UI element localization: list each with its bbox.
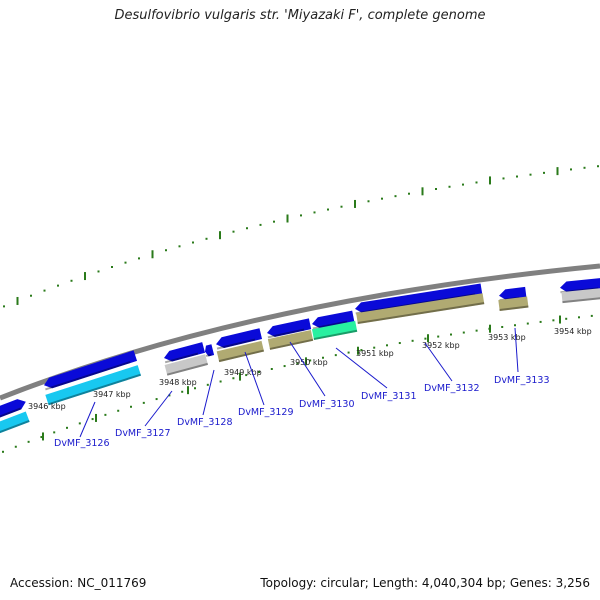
gene-arrow[interactable] [215,328,263,350]
cds-block[interactable] [0,411,30,435]
kbp-label: 3950 kbp [290,358,328,367]
leader-line [79,401,96,438]
leader-line [514,327,519,373]
kbp-label: 3947 kbp [93,390,131,399]
gene-label[interactable]: DvMF_3132 [424,383,480,394]
kbp-label: 3952 kbp [422,341,460,350]
cds-block[interactable] [356,293,485,325]
gene-label[interactable]: DvMF_3131 [361,391,417,402]
topology-summary: Topology: circular; Length: 4,040,304 bp… [260,576,590,590]
cds-block[interactable] [216,340,265,363]
kbp-label: 3949 kbp [224,368,262,377]
kbp-label: 3953 kbp [488,333,526,342]
cds-block[interactable] [311,320,358,341]
gene-track [0,277,600,435]
gene-label[interactable]: DvMF_3128 [177,417,233,428]
coordinate-tick-track [2,314,593,453]
kbp-label: 3946 kbp [28,402,66,411]
kbp-label: 3951 kbp [356,349,394,358]
gene-labels: DvMF_3126 DvMF_3127 DvMF_3128 DvMF_3129 DvMF… [54,375,550,449]
gene-arrow[interactable] [266,318,312,339]
gene-label[interactable]: DvMF_3127 [115,428,171,439]
leader-line [424,342,453,382]
cds-block[interactable] [561,287,600,304]
cds-block[interactable] [498,296,529,312]
leader-line [144,390,173,427]
gene-label[interactable]: DvMF_3130 [299,399,355,410]
kbp-labels: 3946 kbp 3947 kbp 3948 kbp 3949 kbp 3950 kbp… [28,327,592,411]
genome-title: Desulfovibrio vulgaris str. 'Miyazaki F'… [114,8,486,23]
gene-arrow[interactable] [311,310,355,330]
cds-block[interactable] [45,365,142,406]
gene-label[interactable]: DvMF_3133 [494,375,550,386]
outer-tick-track [3,165,599,308]
cds-block[interactable] [164,354,209,376]
label-leader-lines [79,327,519,438]
gene-arrow[interactable] [42,350,138,391]
leader-line [335,347,388,389]
leader-line [202,369,215,416]
gene-label[interactable]: DvMF_3126 [54,438,110,449]
leader-line [289,341,326,397]
gene-arrow[interactable] [204,344,215,357]
kbp-label: 3948 kbp [159,378,197,387]
gene-arrow[interactable] [0,397,28,419]
accession-text: Accession: NC_011769 [10,576,147,590]
kbp-label: 3954 kbp [554,327,592,336]
leader-line [244,351,265,406]
gene-label[interactable]: DvMF_3129 [238,407,294,418]
gene-arrow[interactable] [163,342,206,364]
